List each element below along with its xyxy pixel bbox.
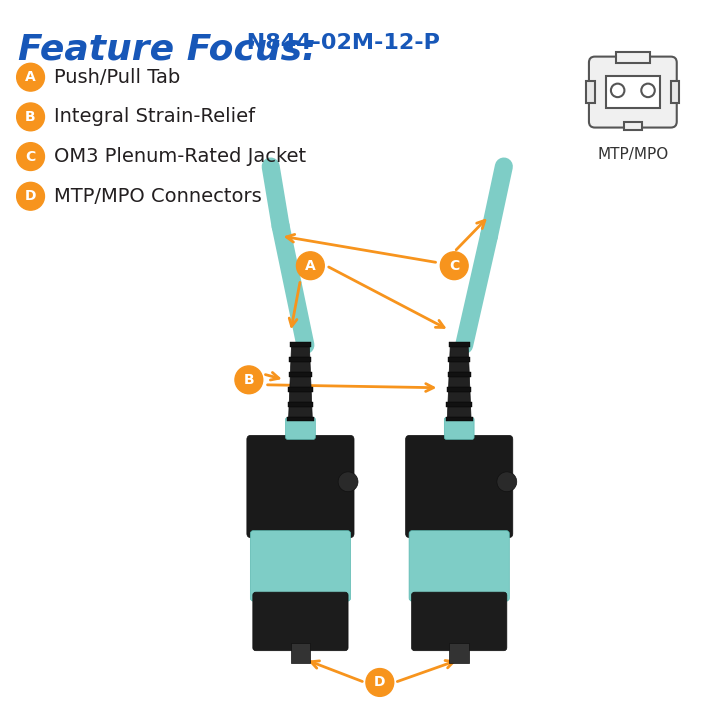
Text: D: D bbox=[374, 676, 385, 689]
Circle shape bbox=[440, 252, 468, 280]
Bar bbox=[449, 643, 469, 663]
Bar bbox=[446, 417, 473, 422]
Bar bbox=[287, 417, 314, 422]
Bar bbox=[448, 372, 470, 377]
Bar bbox=[623, 122, 642, 130]
Text: OM3 Plenum-Rated Jacket: OM3 Plenum-Rated Jacket bbox=[54, 147, 307, 166]
Circle shape bbox=[366, 669, 394, 696]
Bar bbox=[671, 81, 679, 104]
Text: C: C bbox=[449, 259, 459, 272]
FancyBboxPatch shape bbox=[412, 592, 507, 651]
Text: A: A bbox=[305, 259, 316, 272]
Text: Feature Focus:: Feature Focus: bbox=[18, 33, 316, 66]
Bar bbox=[449, 342, 470, 347]
Bar bbox=[446, 402, 472, 407]
Bar bbox=[606, 76, 660, 108]
Bar bbox=[290, 342, 311, 347]
FancyBboxPatch shape bbox=[405, 435, 513, 538]
Bar bbox=[290, 643, 310, 663]
Bar bbox=[287, 402, 313, 407]
Text: MTP/MPO: MTP/MPO bbox=[597, 147, 669, 162]
FancyBboxPatch shape bbox=[409, 531, 509, 601]
Polygon shape bbox=[448, 345, 471, 420]
FancyBboxPatch shape bbox=[285, 418, 315, 439]
Text: Push/Pull Tab: Push/Pull Tab bbox=[54, 68, 181, 87]
Circle shape bbox=[611, 84, 624, 97]
Text: C: C bbox=[26, 149, 36, 164]
Text: MTP/MPO Connectors: MTP/MPO Connectors bbox=[54, 187, 262, 206]
Circle shape bbox=[16, 64, 44, 91]
Text: N844-02M-12-P: N844-02M-12-P bbox=[239, 33, 440, 52]
Circle shape bbox=[235, 366, 262, 394]
Bar bbox=[447, 387, 471, 392]
Circle shape bbox=[641, 84, 655, 97]
Text: D: D bbox=[25, 189, 36, 203]
Circle shape bbox=[297, 252, 325, 280]
Circle shape bbox=[16, 103, 44, 131]
Bar bbox=[448, 357, 470, 362]
FancyBboxPatch shape bbox=[589, 56, 677, 127]
Circle shape bbox=[497, 472, 517, 492]
FancyBboxPatch shape bbox=[250, 531, 350, 601]
Bar bbox=[289, 372, 312, 377]
Bar bbox=[586, 81, 595, 104]
Text: B: B bbox=[244, 373, 254, 387]
Bar bbox=[616, 52, 650, 62]
Text: A: A bbox=[25, 70, 36, 84]
Bar bbox=[290, 357, 312, 362]
Circle shape bbox=[16, 143, 44, 170]
FancyBboxPatch shape bbox=[247, 435, 354, 538]
Bar bbox=[288, 387, 312, 392]
FancyBboxPatch shape bbox=[253, 592, 348, 651]
Text: B: B bbox=[25, 110, 36, 124]
Circle shape bbox=[16, 182, 44, 210]
Text: Integral Strain-Relief: Integral Strain-Relief bbox=[54, 107, 255, 127]
Polygon shape bbox=[289, 345, 312, 420]
Circle shape bbox=[338, 472, 358, 492]
FancyBboxPatch shape bbox=[444, 418, 474, 439]
